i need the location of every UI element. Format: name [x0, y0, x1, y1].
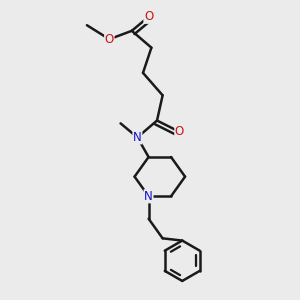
Text: O: O: [175, 125, 184, 138]
Text: N: N: [144, 190, 153, 203]
Text: O: O: [105, 33, 114, 46]
Text: N: N: [133, 131, 142, 144]
Text: O: O: [144, 10, 153, 23]
